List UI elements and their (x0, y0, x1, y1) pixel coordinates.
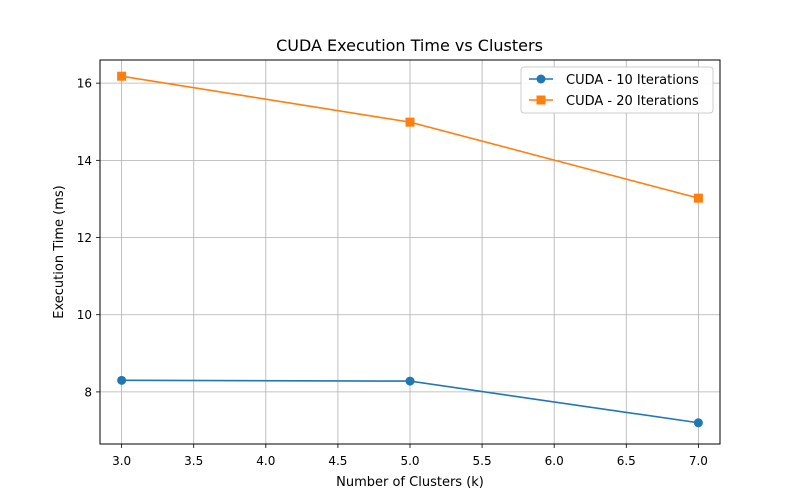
x-tick-label: 3.5 (184, 454, 203, 468)
data-point (693, 418, 703, 428)
y-axis: 8 10 12 14 16 (77, 77, 100, 399)
x-axis: 3.0 3.5 4.0 4.5 5.0 5.5 6.0 6.5 7.0 (112, 444, 708, 468)
data-point (117, 71, 127, 81)
grid (100, 60, 720, 444)
legend: CUDA - 10 Iterations CUDA - 20 Iterations (520, 66, 714, 114)
x-axis-label: Number of Clusters (k) (336, 475, 484, 490)
x-tick-label: 6.0 (545, 454, 564, 468)
data-point (117, 375, 127, 385)
x-tick-label: 5.0 (400, 454, 419, 468)
data-point (405, 117, 415, 127)
y-tick-label: 8 (84, 385, 92, 399)
chart-title: CUDA Execution Time vs Clusters (276, 36, 543, 55)
legend-marker (536, 74, 546, 84)
y-tick-label: 14 (77, 154, 92, 168)
legend-label: CUDA - 10 Iterations (566, 73, 699, 88)
x-tick-label: 5.5 (473, 454, 492, 468)
x-tick-label: 7.0 (689, 454, 708, 468)
x-tick-label: 6.5 (617, 454, 636, 468)
series-layer (117, 71, 703, 428)
data-point (693, 193, 703, 203)
y-tick-label: 10 (77, 308, 92, 322)
y-axis-label: Execution Time (ms) (52, 185, 67, 318)
data-point (405, 376, 415, 386)
x-tick-label: 4.5 (328, 454, 347, 468)
legend-label: CUDA - 20 Iterations (566, 94, 699, 109)
y-tick-label: 12 (77, 231, 92, 245)
x-tick-label: 4.0 (256, 454, 275, 468)
y-tick-label: 16 (77, 77, 92, 91)
legend-box (520, 66, 714, 114)
x-tick-label: 3.0 (112, 454, 131, 468)
legend-marker (536, 95, 546, 105)
